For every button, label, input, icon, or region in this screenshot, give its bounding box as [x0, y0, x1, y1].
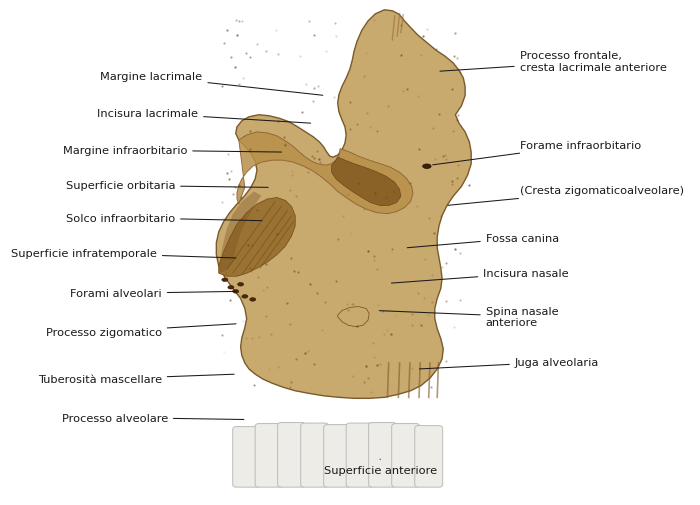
Polygon shape [216, 11, 471, 398]
FancyBboxPatch shape [323, 425, 351, 487]
Text: Processo alveolare: Processo alveolare [62, 413, 244, 423]
Ellipse shape [423, 165, 431, 169]
Ellipse shape [222, 278, 228, 282]
Ellipse shape [250, 298, 255, 301]
FancyBboxPatch shape [415, 426, 442, 487]
Text: Spina nasale
anteriore: Spina nasale anteriore [379, 306, 559, 328]
Polygon shape [337, 307, 369, 327]
Text: (Cresta zigomaticoalveolare): (Cresta zigomaticoalveolare) [448, 186, 684, 206]
Text: Incisura lacrimale: Incisura lacrimale [97, 109, 311, 124]
Text: Superficie infratemporale: Superficie infratemporale [11, 248, 236, 259]
FancyBboxPatch shape [256, 424, 283, 487]
Text: Fossa canina: Fossa canina [407, 233, 559, 248]
FancyBboxPatch shape [278, 423, 305, 487]
FancyBboxPatch shape [392, 424, 419, 487]
FancyBboxPatch shape [369, 423, 397, 487]
Polygon shape [219, 192, 261, 274]
Text: Tuberosità mascellare: Tuberosità mascellare [38, 374, 234, 384]
Polygon shape [237, 133, 413, 214]
FancyBboxPatch shape [232, 427, 260, 487]
Polygon shape [332, 158, 401, 206]
Ellipse shape [232, 290, 239, 293]
Text: Processo frontale,
cresta lacrimale anteriore: Processo frontale, cresta lacrimale ante… [440, 52, 666, 73]
Text: Forame infraorbitario: Forame infraorbitario [433, 141, 641, 166]
Text: Margine infraorbitario: Margine infraorbitario [63, 146, 281, 156]
FancyBboxPatch shape [301, 423, 328, 487]
Text: Processo zigomatico: Processo zigomatico [46, 324, 236, 337]
Text: Juga alveolaria: Juga alveolaria [419, 358, 599, 369]
Ellipse shape [241, 295, 248, 298]
Ellipse shape [228, 286, 234, 289]
Text: Superficie anteriore: Superficie anteriore [323, 459, 437, 475]
FancyBboxPatch shape [346, 423, 374, 487]
Text: Margine lacrimale: Margine lacrimale [100, 72, 323, 96]
Ellipse shape [237, 283, 244, 286]
Polygon shape [219, 198, 295, 277]
Text: Incisura nasale: Incisura nasale [391, 269, 569, 283]
Text: Solco infraorbitario: Solco infraorbitario [66, 213, 262, 223]
Text: Forami alveolari: Forami alveolari [70, 289, 236, 299]
Text: Superficie orbitaria: Superficie orbitaria [66, 181, 268, 191]
